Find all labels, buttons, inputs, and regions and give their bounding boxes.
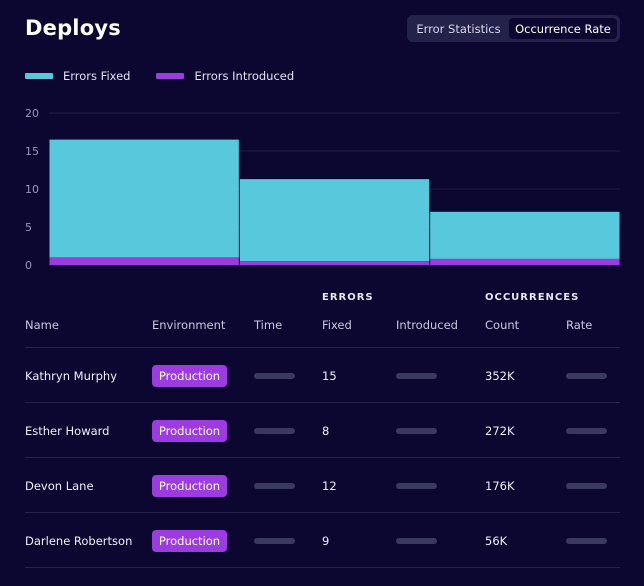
- legend-swatch-errors-fixed: [25, 73, 53, 79]
- time-placeholder: [254, 537, 295, 544]
- rate-placeholder: [566, 537, 607, 544]
- row-fixed: 15: [322, 368, 337, 383]
- y-tick-label: 15: [25, 145, 39, 158]
- y-tick-label: 5: [25, 221, 32, 234]
- tab-error-statistics[interactable]: Error Statistics: [416, 21, 501, 36]
- table-row[interactable]: Esther Howard Production 8 272K: [25, 402, 620, 458]
- group-header-errors: ERRORS: [322, 292, 374, 303]
- table-row[interactable]: Darlene Robertson Production 9 56K: [25, 512, 620, 568]
- bar-errors-fixed[interactable]: [49, 139, 239, 258]
- page-title: Deploys: [25, 16, 121, 40]
- row-count: 352K: [485, 368, 515, 383]
- introduced-placeholder: [396, 537, 437, 544]
- legend-swatch-errors-introduced: [156, 73, 185, 79]
- rate-placeholder: [566, 372, 607, 379]
- table-bottom-divider: [25, 567, 620, 568]
- y-tick-label: 0: [25, 259, 32, 272]
- legend-item-errors-fixed: Errors Fixed: [25, 69, 130, 83]
- time-placeholder: [254, 372, 295, 379]
- legend-label-errors-introduced: Errors Introduced: [194, 69, 295, 83]
- column-header-introduced[interactable]: Introduced: [396, 318, 458, 332]
- bar-errors-fixed[interactable]: [430, 211, 620, 259]
- column-header-environment[interactable]: Environment: [152, 318, 226, 332]
- table-row[interactable]: Devon Lane Production 12 176K: [25, 457, 620, 513]
- bar-errors-introduced[interactable]: [430, 258, 620, 265]
- row-name: Kathryn Murphy: [25, 368, 117, 383]
- y-tick-label: 10: [25, 183, 39, 196]
- table-row[interactable]: Kathryn Murphy Production 15 352K: [25, 347, 620, 403]
- row-fixed: 12: [322, 478, 337, 493]
- legend-label-errors-fixed: Errors Fixed: [63, 69, 131, 83]
- introduced-placeholder: [396, 372, 437, 379]
- introduced-placeholder: [396, 482, 437, 489]
- y-tick-label: 20: [25, 107, 39, 120]
- group-header-occurrences: OCCURRENCES: [485, 292, 580, 303]
- introduced-placeholder: [396, 427, 437, 434]
- row-name: Esther Howard: [25, 423, 110, 438]
- tab-occurrence-rate[interactable]: Occurrence Rate: [509, 18, 617, 39]
- environment-badge: Production: [152, 364, 227, 387]
- column-header-fixed[interactable]: Fixed: [322, 318, 352, 332]
- bar-errors-introduced[interactable]: [239, 261, 430, 265]
- row-fixed: 8: [322, 423, 330, 438]
- rate-placeholder: [566, 427, 607, 434]
- bar-errors-fixed[interactable]: [239, 179, 430, 262]
- row-name: Darlene Robertson: [25, 533, 133, 548]
- row-count: 56K: [485, 533, 508, 548]
- view-toggle: Error Statistics Occurrence Rate: [407, 15, 620, 42]
- time-placeholder: [254, 427, 295, 434]
- row-count: 272K: [485, 423, 515, 438]
- row-count: 176K: [485, 478, 515, 493]
- deploys-chart: 0 5 10 15 20: [25, 107, 620, 272]
- row-fixed: 9: [322, 533, 330, 548]
- column-header-time[interactable]: Time: [254, 318, 283, 332]
- column-header-rate[interactable]: Rate: [566, 318, 593, 332]
- environment-badge: Production: [152, 474, 227, 497]
- legend-item-errors-introduced: Errors Introduced: [156, 69, 294, 83]
- row-name: Devon Lane: [25, 478, 94, 493]
- bar-errors-introduced[interactable]: [49, 257, 239, 265]
- time-placeholder: [254, 482, 295, 489]
- chart-legend: Errors Fixed Errors Introduced: [25, 69, 294, 83]
- environment-badge: Production: [152, 529, 227, 552]
- rate-placeholder: [566, 482, 607, 489]
- environment-badge: Production: [152, 419, 227, 442]
- column-header-name[interactable]: Name: [25, 318, 59, 332]
- column-header-count[interactable]: Count: [485, 318, 520, 332]
